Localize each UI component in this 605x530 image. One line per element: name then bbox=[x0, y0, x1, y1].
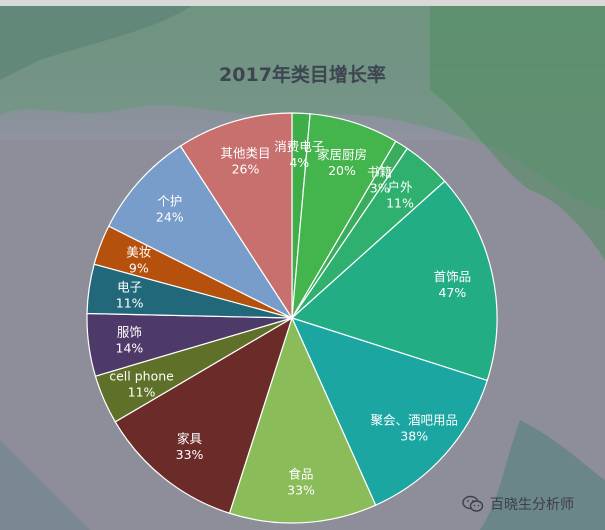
slice-label: 电子 bbox=[117, 279, 142, 294]
pie-slice bbox=[107, 145, 294, 320]
wechat-icon bbox=[462, 495, 484, 512]
slice-value-label: 33% bbox=[176, 447, 204, 462]
slice-value-label: 11% bbox=[128, 384, 156, 399]
slice-label: 首饰品 bbox=[434, 269, 472, 284]
slice-value-label: 3% bbox=[370, 180, 390, 195]
pie-slice bbox=[228, 316, 377, 524]
pie-slice bbox=[179, 112, 293, 321]
slice-label: 家具 bbox=[177, 431, 203, 446]
top-strip bbox=[0, 0, 605, 6]
slice-label: 其他类目 bbox=[220, 146, 270, 161]
slice-label: 户外 bbox=[388, 180, 414, 195]
slice-value-label: 24% bbox=[156, 210, 184, 225]
pie-slice bbox=[114, 316, 294, 514]
pie-slice bbox=[290, 180, 498, 382]
slice-value-label: 4% bbox=[289, 155, 309, 170]
slice-label: 服饰 bbox=[117, 325, 142, 340]
slice-value-label: 9% bbox=[129, 260, 149, 275]
slice-value-label: 11% bbox=[386, 196, 414, 211]
watermark: 百晓生分析师 bbox=[462, 492, 574, 516]
slice-value-label: 14% bbox=[116, 341, 144, 356]
slice-value-label: 20% bbox=[328, 163, 356, 178]
slice-label: 食品 bbox=[289, 467, 314, 482]
slice-value-label: 47% bbox=[438, 285, 466, 300]
watermark-text: 百晓生分析师 bbox=[490, 497, 574, 513]
slice-label: cell phone bbox=[109, 368, 174, 383]
chart-title: 2017年类目增长率 bbox=[219, 64, 386, 86]
slice-value-label: 38% bbox=[400, 428, 428, 443]
slice-label: 美妆 bbox=[126, 244, 151, 259]
slice-label: 家居厨房 bbox=[317, 147, 367, 162]
slice-label: 消费电子 bbox=[274, 139, 324, 154]
slice-label: 书籍 bbox=[367, 164, 392, 179]
slice-label: 个护 bbox=[157, 194, 182, 209]
pie-slice bbox=[290, 317, 488, 506]
slice-value-label: 11% bbox=[116, 295, 144, 310]
slice-label: 聚会、酒吧用品 bbox=[370, 412, 458, 427]
slice-value-label: 26% bbox=[232, 162, 260, 177]
slice-value-label: 33% bbox=[287, 483, 315, 498]
